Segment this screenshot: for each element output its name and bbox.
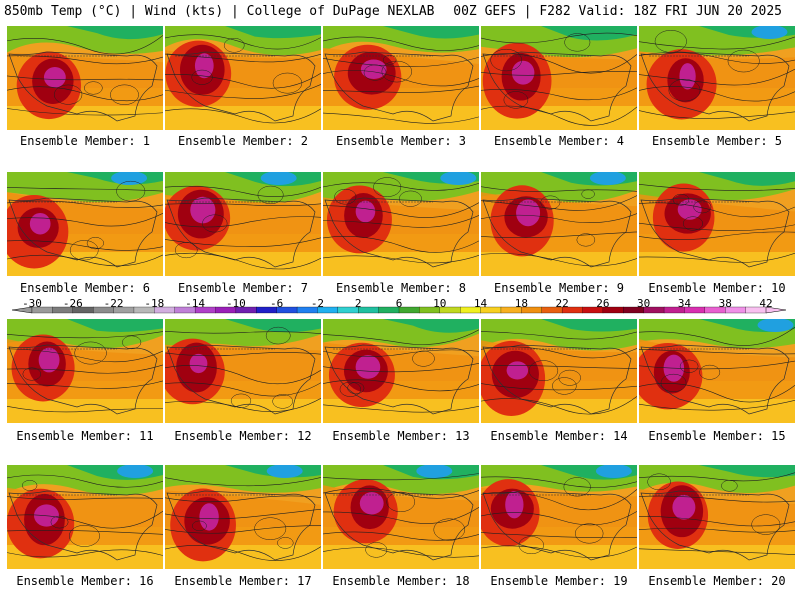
- colorbar-tick-label: 2: [354, 297, 362, 310]
- ensemble-map-panel: [481, 319, 637, 423]
- ensemble-member-label: Ensemble Member: 5: [651, 134, 783, 148]
- ensemble-map-panel: [323, 319, 479, 423]
- ensemble-member-label: Ensemble Member: 4: [493, 134, 625, 148]
- temperature-wind-map: [7, 319, 163, 423]
- ensemble-member-label: Ensemble Member: 15: [648, 429, 786, 443]
- ensemble-map-panel: [7, 465, 163, 569]
- ensemble-member-label: Ensemble Member: 7: [177, 281, 309, 295]
- temperature-wind-map: [165, 172, 321, 276]
- ensemble-map-panel: [481, 172, 637, 276]
- colorbar-tick-label: 38: [718, 297, 732, 310]
- ensemble-member-label: Ensemble Member: 20: [648, 574, 786, 588]
- ensemble-member-label: Ensemble Member: 3: [335, 134, 467, 148]
- temperature-colorbar: [11, 306, 787, 314]
- ensemble-map-panel: [323, 465, 479, 569]
- ensemble-map-panel: [639, 172, 795, 276]
- colorbar-tick-label: -6: [270, 297, 284, 310]
- colorbar-tick-label: -10: [225, 297, 246, 310]
- colorbar-tick-label: -22: [103, 297, 124, 310]
- ensemble-member-label: Ensemble Member: 1: [19, 134, 151, 148]
- temperature-wind-map: [481, 26, 637, 130]
- ensemble-member-label: Ensemble Member: 17: [174, 574, 312, 588]
- ensemble-map-panel: [165, 465, 321, 569]
- colorbar-tick-label: 30: [637, 297, 651, 310]
- ensemble-map-panel: [165, 26, 321, 130]
- temperature-wind-map: [323, 465, 479, 569]
- ensemble-member-label: Ensemble Member: 13: [332, 429, 470, 443]
- temperature-wind-map: [323, 319, 479, 423]
- ensemble-map-panel: [639, 319, 795, 423]
- temperature-wind-map: [323, 172, 479, 276]
- ensemble-map-panel: [639, 465, 795, 569]
- ensemble-map-panel: [7, 26, 163, 130]
- temperature-wind-map: [165, 465, 321, 569]
- temperature-wind-map: [639, 319, 795, 423]
- ensemble-member-label: Ensemble Member: 18: [332, 574, 470, 588]
- colorbar-tick-label: -2: [310, 297, 325, 310]
- temperature-wind-map: [639, 26, 795, 130]
- ensemble-member-label: Ensemble Member: 10: [648, 281, 786, 295]
- temperature-wind-map: [481, 465, 637, 569]
- colorbar-tick-label: 10: [433, 297, 447, 310]
- ensemble-member-label: Ensemble Member: 6: [19, 281, 151, 295]
- ensemble-member-label: Ensemble Member: 11: [16, 429, 154, 443]
- colorbar-tick-label: 42: [759, 297, 773, 310]
- colorbar-tick-label: 22: [555, 297, 569, 310]
- ensemble-map-panel: [7, 172, 163, 276]
- ensemble-member-label: Ensemble Member: 19: [490, 574, 628, 588]
- colorbar-tick-label: 14: [473, 297, 488, 310]
- temperature-wind-map: [481, 319, 637, 423]
- ensemble-map-panel: [323, 26, 479, 130]
- ensemble-map-panel: [165, 319, 321, 423]
- temperature-wind-map: [639, 172, 795, 276]
- temperature-wind-map: [7, 172, 163, 276]
- ensemble-map-panel: [481, 465, 637, 569]
- colorbar-tick-label: 26: [596, 297, 610, 310]
- temperature-wind-map: [165, 26, 321, 130]
- chart-title: 850mb Temp (°C) | Wind (kts) | College o…: [4, 4, 435, 19]
- ensemble-map-panel: [481, 26, 637, 130]
- temperature-wind-map: [7, 26, 163, 130]
- temperature-wind-map: [7, 465, 163, 569]
- ensemble-member-label: Ensemble Member: 16: [16, 574, 154, 588]
- colorbar-tick-label: -30: [22, 297, 42, 310]
- ensemble-map-panel: [639, 26, 795, 130]
- colorbar-tick-label: -14: [185, 297, 206, 310]
- ensemble-member-label: Ensemble Member: 2: [177, 134, 309, 148]
- ensemble-map-panel: [165, 172, 321, 276]
- ensemble-member-label: Ensemble Member: 14: [490, 429, 628, 443]
- ensemble-map-panel: [323, 172, 479, 276]
- temperature-wind-map: [481, 172, 637, 276]
- forecast-valid-time: 00Z GEFS | F282 Valid: 18Z FRI JUN 20 20…: [453, 4, 782, 19]
- ensemble-map-panel: [7, 319, 163, 423]
- ensemble-member-label: Ensemble Member: 9: [493, 281, 625, 295]
- temperature-wind-map: [639, 465, 795, 569]
- temperature-wind-map: [323, 26, 479, 130]
- colorbar-tick-label: 18: [514, 297, 528, 310]
- colorbar-tick-label: -26: [62, 297, 83, 310]
- ensemble-member-label: Ensemble Member: 12: [174, 429, 312, 443]
- colorbar-tick-label: 34: [677, 297, 692, 310]
- temperature-wind-map: [165, 319, 321, 423]
- colorbar-tick-label: 6: [395, 297, 403, 310]
- colorbar-tick-label: -18: [144, 297, 165, 310]
- ensemble-member-label: Ensemble Member: 8: [335, 281, 467, 295]
